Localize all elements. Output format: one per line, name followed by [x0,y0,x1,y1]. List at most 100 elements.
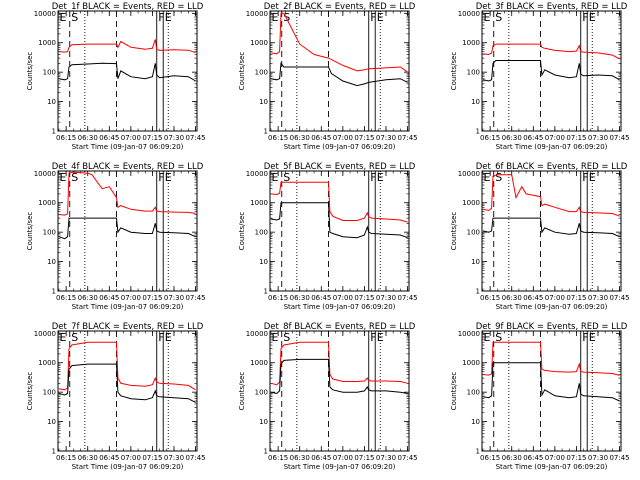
panel-title: Det_4f BLACK = Events, RED = LLD [52,162,204,172]
y-tick-label: 100 [467,69,480,77]
marker-label: F [582,171,588,184]
y-tick-label: 1 [476,288,480,296]
y-tick-label: 1000 [38,39,56,47]
x-tick-label: 06:30 [290,294,310,302]
marker-label: S [495,171,502,184]
x-tick-label: 07:45 [185,294,205,302]
x-axis-label: Start Time (09-Jan-07 06:09:20) [72,463,184,471]
x-tick-label: 06:30 [78,294,98,302]
marker-label: E [272,331,279,344]
x-tick-label: 07:45 [609,294,629,302]
marker-label: E [60,11,67,24]
marker-label: S [495,11,502,24]
y-tick-label: 1000 [250,359,268,367]
events-series-line [482,217,620,238]
x-tick-label: 06:45 [99,454,119,462]
y-axis-label: Counts/sec [26,52,34,91]
lld-series-line [270,181,408,223]
y-tick-label: 1000 [38,359,56,367]
x-tick-label: 06:45 [311,294,331,302]
y-axis-label: Counts/sec [238,212,246,251]
x-tick-label: 07:45 [185,134,205,142]
x-tick-label: 07:00 [545,294,565,302]
x-tick-label: 07:00 [333,134,353,142]
x-tick-label: 07:45 [397,134,417,142]
x-tick-label: 06:30 [78,134,98,142]
x-tick-label: 07:00 [333,454,353,462]
x-tick-label: 06:15 [56,454,76,462]
x-tick-label: 07:15 [142,134,162,142]
panel-title: Det_6f BLACK = Events, RED = LLD [476,162,628,172]
y-tick-label: 10000 [34,170,56,178]
y-tick-label: 100 [43,229,56,237]
y-tick-label: 1 [52,128,56,136]
panel-title: Det_2f BLACK = Events, RED = LLD [264,2,416,12]
x-tick-label: 06:30 [502,294,522,302]
marker-label: F [370,331,376,344]
events-series-line [482,60,620,82]
y-tick-label: 1000 [250,39,268,47]
x-tick-label: 06:30 [78,454,98,462]
y-tick-label: 1000 [462,359,480,367]
lld-series-line [270,341,408,386]
x-tick-label: 07:30 [376,454,396,462]
panel-5: Det_5f BLACK = Events, RED = LLD 1 10 100 10… [238,162,418,311]
marker-label: S [71,331,78,344]
panel-2: Det_2f BLACK = Events, RED = LLD 1 10 100 10… [238,2,418,151]
y-tick-label: 1 [52,448,56,456]
panel-8: Det_8f BLACK = Events, RED = LLD 1 10 100 10… [238,322,418,471]
x-tick-label: 07:15 [566,134,586,142]
y-tick-label: 10 [471,98,480,106]
y-axis-label: Counts/sec [450,372,458,411]
plot-frame [269,170,410,292]
marker-label: S [283,171,290,184]
events-series-line [270,61,408,87]
x-tick-label: 07:45 [397,454,417,462]
y-tick-label: 10000 [458,10,480,18]
marker-label: E [60,331,67,344]
panel-title: Det_3f BLACK = Events, RED = LLD [476,2,628,12]
y-tick-label: 100 [43,69,56,77]
plot-frame [57,10,198,132]
panel-title: Det_8f BLACK = Events, RED = LLD [264,322,416,332]
marker-label: S [283,11,290,24]
x-tick-label: 07:00 [121,134,141,142]
lld-series-line [58,341,196,391]
y-tick-label: 1000 [38,199,56,207]
panel-7: Det_7f BLACK = Events, RED = LLD 1 10 100 10… [26,322,206,471]
lld-series-line [482,341,620,376]
events-series-line [58,217,196,240]
y-tick-label: 10000 [246,330,268,338]
x-tick-label: 07:45 [185,454,205,462]
marker-label: E [60,171,67,184]
marker-label: F [582,11,588,24]
x-tick-label: 06:45 [523,454,543,462]
marker-label: F [158,11,164,24]
x-tick-label: 07:15 [354,454,374,462]
panel-title: Det_9f BLACK = Events, RED = LLD [476,322,628,332]
y-tick-label: 10 [471,418,480,426]
plot-frame [481,330,622,452]
y-tick-label: 10 [259,98,268,106]
marker-label: F [158,171,164,184]
marker-label: S [495,331,502,344]
marker-label: S [283,331,290,344]
x-axis-label: Start Time (09-Jan-07 06:09:20) [496,463,608,471]
y-tick-label: 1 [264,288,268,296]
y-tick-label: 10000 [246,170,268,178]
plot-frame [57,330,198,452]
y-tick-label: 1 [52,288,56,296]
panel-4: Det_4f BLACK = Events, RED = LLD 1 10 100 10… [26,162,206,311]
x-tick-label: 06:15 [480,134,500,142]
y-tick-label: 1000 [250,199,268,207]
x-axis-label: Start Time (09-Jan-07 06:09:20) [496,303,608,311]
events-series-line [482,362,620,402]
y-tick-label: 100 [43,389,56,397]
lld-series-line [482,43,620,60]
x-tick-label: 07:30 [164,294,184,302]
y-tick-label: 10000 [34,330,56,338]
y-tick-label: 10000 [458,170,480,178]
panel-3: Det_3f BLACK = Events, RED = LLD 1 10 100 10… [450,2,630,151]
x-tick-label: 06:45 [99,294,119,302]
